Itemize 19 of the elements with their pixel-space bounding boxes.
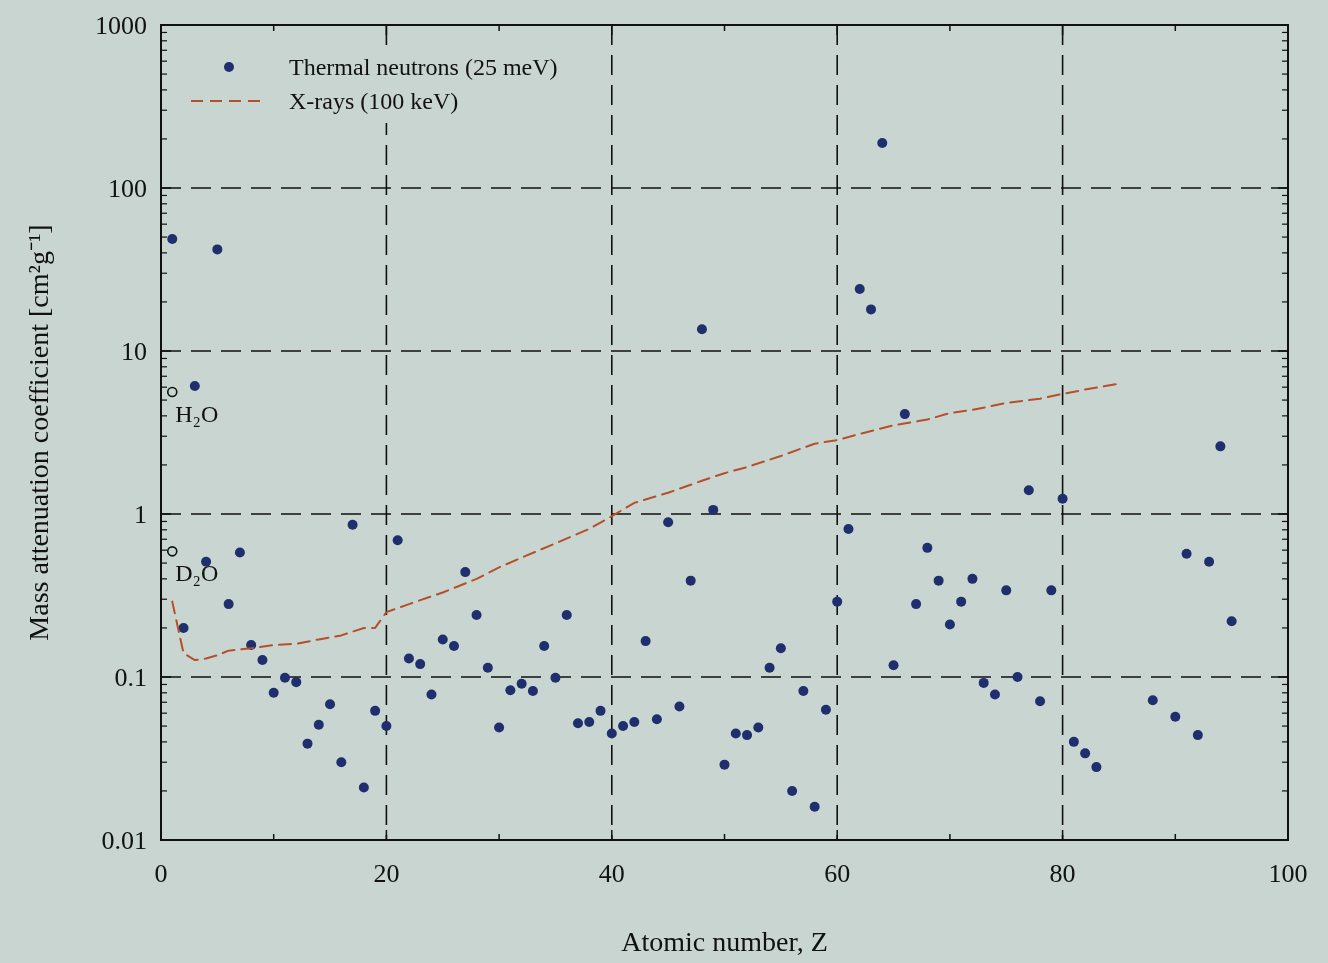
x-tick-label: 60 bbox=[824, 859, 851, 888]
legend-label: Thermal neutrons (25 meV) bbox=[289, 54, 558, 81]
x-axis-title: Atomic number, Z bbox=[621, 926, 828, 957]
y-axis-title: Mass attenuation coefficient [cm²g⁻¹] bbox=[23, 224, 54, 641]
y-tick-label: 100 bbox=[108, 174, 147, 204]
y-tick-label: 10 bbox=[121, 337, 147, 367]
y-tick-label: 1 bbox=[134, 500, 147, 530]
y-tick-label: 0.01 bbox=[101, 826, 147, 856]
x-tick-label: 40 bbox=[598, 859, 625, 888]
annotation: H₂O bbox=[175, 401, 219, 428]
x-tick-label: 0 bbox=[154, 859, 168, 888]
x-tick-label: 100 bbox=[1268, 859, 1308, 888]
x-tick-label: 80 bbox=[1049, 859, 1076, 888]
line-series bbox=[171, 382, 1120, 662]
y-tick-label: 0.1 bbox=[114, 663, 147, 693]
y-tick-label: 1000 bbox=[95, 11, 147, 41]
x-tick-label: 20 bbox=[373, 859, 400, 888]
annotation: D₂O bbox=[175, 560, 219, 587]
legend-label: X-rays (100 keV) bbox=[289, 88, 459, 115]
